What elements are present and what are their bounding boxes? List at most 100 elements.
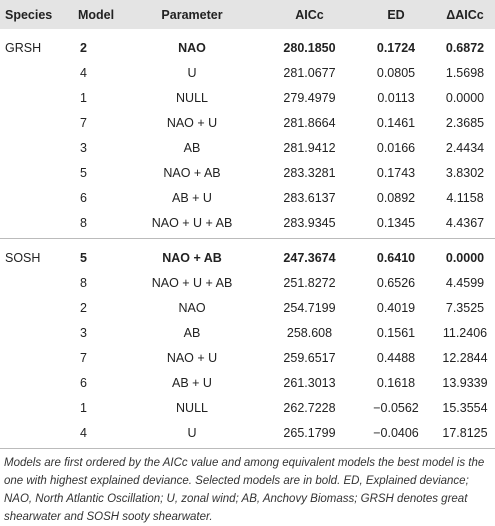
table-cell: NAO + U <box>166 350 218 365</box>
table-cell: NAO + AB <box>163 165 221 180</box>
table-cell: −0.0406 <box>357 420 435 449</box>
table-cell: 279.4979 <box>283 90 336 105</box>
species-cell <box>0 370 74 395</box>
species-cell: SOSH <box>5 250 41 265</box>
table-cell: AB + U <box>172 375 212 390</box>
table-cell: 261.3013 <box>283 375 336 390</box>
table-cell: 283.3281 <box>283 165 336 180</box>
table-cell: NAO + U <box>166 115 218 130</box>
table-cell: 1 <box>80 400 87 415</box>
table-cell: 4.1158 <box>446 190 484 205</box>
species-cell <box>0 110 74 135</box>
table-row: 7 NAO + U 281.8664 0.1461 2.3685 <box>0 110 495 135</box>
table-cell: 5 <box>80 250 87 265</box>
table-cell: 4 <box>74 420 122 449</box>
header-cell: AICc <box>295 7 324 22</box>
table-cell: 13.9339 <box>442 375 488 390</box>
table-cell: 259.6517 <box>283 350 336 365</box>
table-row: GRSH 2 NAO 280.1850 0.1724 0.6872 <box>0 29 495 60</box>
table-cell: 3 <box>80 140 87 155</box>
table-row: 7 NAO + U 259.6517 0.4488 12.2844 <box>0 345 495 370</box>
table-cell: 4 <box>80 65 87 80</box>
table-cell: 251.8272 <box>283 275 336 290</box>
results-table: Species Model Parameter AICc ED ΔAICc GRSH 2 NA… <box>0 0 495 449</box>
table-cell: 2 <box>80 300 87 315</box>
species-cell <box>0 85 74 110</box>
table-row: 6 AB + U 261.3013 0.1618 13.9339 <box>0 370 495 395</box>
table-row: 6 AB + U 283.6137 0.0892 4.1158 <box>0 185 495 210</box>
table-cell: 0.0892 <box>376 190 416 205</box>
table-cell: NAO <box>178 300 206 315</box>
species-cell <box>0 395 74 420</box>
table-cell: 0.0000 <box>445 90 485 105</box>
header-row: Species Model Parameter AICc ED ΔAICc <box>0 0 495 29</box>
table-cell: 0.0805 <box>376 65 416 80</box>
table-body: GRSH 2 NAO 280.1850 0.1724 0.6872 4 U 281.0677 0.… <box>0 29 495 449</box>
table-cell: 5 <box>80 165 87 180</box>
table-row: 3 AB 281.9412 0.0166 2.4434 <box>0 135 495 160</box>
table-cell: 0.0000 <box>445 250 485 265</box>
table-cell: 0.6410 <box>376 250 416 265</box>
table-row: 4 U 281.0677 0.0805 1.5698 <box>0 60 495 85</box>
header-cell: Species <box>5 7 53 22</box>
table-row: 8 NAO + U + AB 251.8272 0.6526 4.4599 <box>0 270 495 295</box>
table-cell: 0.1724 <box>376 40 416 55</box>
table-cell: 2 <box>80 40 87 55</box>
table-row: 3 AB 258.608 0.1561 11.2406 <box>0 320 495 345</box>
table-cell: 7.3525 <box>445 300 485 315</box>
header-cell: Model <box>78 7 115 22</box>
table-cell: 265.1799 <box>262 420 357 449</box>
table-cell: NULL <box>176 90 208 105</box>
table-cell: 0.6526 <box>376 275 416 290</box>
table-cell: AB <box>183 325 201 340</box>
table-cell: 0.1743 <box>376 165 416 180</box>
table-row: 2 NAO 254.7199 0.4019 7.3525 <box>0 295 495 320</box>
table-row: SOSH 5 NAO + AB 247.3674 0.6410 0.0000 <box>0 239 495 271</box>
table-row: 4 U 265.1799 −0.0406 17.8125 <box>0 420 495 449</box>
table-cell: 11.2406 <box>442 325 488 340</box>
table-row: 1 NULL 279.4979 0.0113 0.0000 <box>0 85 495 110</box>
table-cell: 0.4488 <box>376 350 416 365</box>
table-cell: 0.1561 <box>376 325 416 340</box>
table-cell: NAO + U + AB <box>151 275 233 290</box>
table-cell: 17.8125 <box>435 420 495 449</box>
table-cell: 281.0677 <box>283 65 336 80</box>
table-cell: 4.4367 <box>435 210 495 239</box>
table-cell: U <box>187 65 197 80</box>
table-cell: NAO + AB <box>162 250 222 265</box>
table-cell: −0.0562 <box>373 400 419 415</box>
table-cell: 8 <box>80 275 87 290</box>
species-cell <box>0 270 74 295</box>
table-cell: 6 <box>80 190 87 205</box>
header-cell: Parameter <box>161 7 223 22</box>
table-cell: 2.3685 <box>445 115 485 130</box>
species-cell <box>0 160 74 185</box>
species-cell <box>0 185 74 210</box>
table-cell: 8 <box>74 210 122 239</box>
table-cell: 1 <box>80 90 87 105</box>
table-row: 8 NAO + U + AB 283.9345 0.1345 4.4367 <box>0 210 495 239</box>
table-cell: 280.1850 <box>283 40 336 55</box>
table-cell: 12.2844 <box>442 350 488 365</box>
table-cell: 0.1345 <box>357 210 435 239</box>
table-cell: 0.1461 <box>376 115 416 130</box>
table-cell: 15.3554 <box>442 400 488 415</box>
species-cell <box>0 135 74 160</box>
table-cell: NAO + U + AB <box>122 210 262 239</box>
table-cell: 0.1618 <box>376 375 416 390</box>
caption: Models are first ordered by the AICc val… <box>4 457 485 523</box>
table-cell: 258.608 <box>286 325 333 340</box>
table-row: 1 NULL 262.7228 −0.0562 15.3554 <box>0 395 495 420</box>
table-cell: 4.4599 <box>445 275 485 290</box>
table-cell: NULL <box>176 400 208 415</box>
table-cell: 283.9345 <box>262 210 357 239</box>
table-row: 5 NAO + AB 283.3281 0.1743 3.8302 <box>0 160 495 185</box>
table-cell: AB + U <box>172 190 212 205</box>
table-cell: AB <box>183 140 201 155</box>
table-cell: NAO <box>178 40 206 55</box>
table-cell: 7 <box>80 115 87 130</box>
species-cell <box>0 345 74 370</box>
species-cell <box>0 420 74 449</box>
table-cell: 0.0166 <box>376 140 416 155</box>
